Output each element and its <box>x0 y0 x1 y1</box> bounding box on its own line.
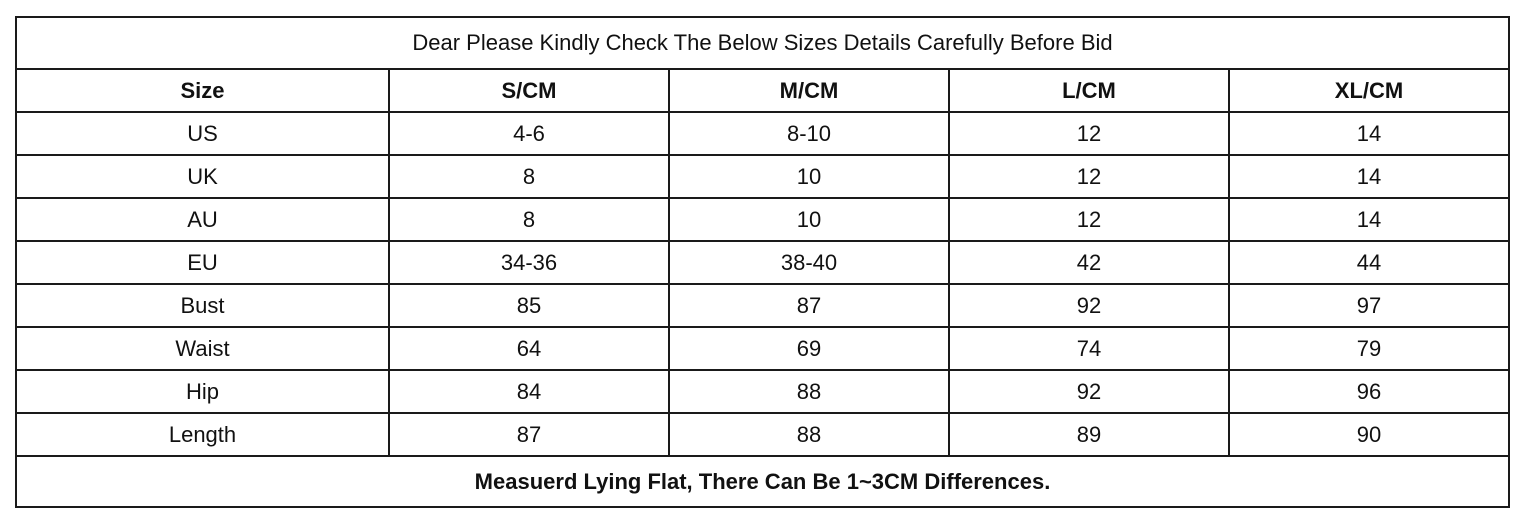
table-cell: 85 <box>388 283 670 328</box>
table-cell: 89 <box>948 412 1230 457</box>
row-label: EU <box>15 240 390 285</box>
table-cell: 38-40 <box>668 240 950 285</box>
table-cell: 87 <box>388 412 670 457</box>
table-row: US 4-6 8-10 12 14 <box>15 111 1510 156</box>
table-cell: 97 <box>1228 283 1510 328</box>
table-row: Bust 85 87 92 97 <box>15 283 1510 328</box>
footer-row: Measuerd Lying Flat, There Can Be 1~3CM … <box>15 455 1510 508</box>
table-row: Waist 64 69 74 79 <box>15 326 1510 371</box>
table-cell: 4-6 <box>388 111 670 156</box>
row-label: AU <box>15 197 390 242</box>
row-label: Length <box>15 412 390 457</box>
row-label: Bust <box>15 283 390 328</box>
table-cell: 92 <box>948 369 1230 414</box>
table-cell: 79 <box>1228 326 1510 371</box>
table-cell: 42 <box>948 240 1230 285</box>
table-cell: 34-36 <box>388 240 670 285</box>
table-cell: 88 <box>668 369 950 414</box>
size-chart-footer-note: Measuerd Lying Flat, There Can Be 1~3CM … <box>15 455 1510 508</box>
table-row: UK 8 10 12 14 <box>15 154 1510 199</box>
table-cell: 96 <box>1228 369 1510 414</box>
table-cell: 14 <box>1228 111 1510 156</box>
table-cell: 14 <box>1228 197 1510 242</box>
table-cell: 88 <box>668 412 950 457</box>
table-cell: 87 <box>668 283 950 328</box>
table-cell: 12 <box>948 197 1230 242</box>
table-cell: 8 <box>388 197 670 242</box>
table-cell: 69 <box>668 326 950 371</box>
table-row: EU 34-36 38-40 42 44 <box>15 240 1510 285</box>
table-cell: 8 <box>388 154 670 199</box>
row-label: UK <box>15 154 390 199</box>
size-chart-title: Dear Please Kindly Check The Below Sizes… <box>15 16 1510 70</box>
table-row: Length 87 88 89 90 <box>15 412 1510 457</box>
header-row: Size S/CM M/CM L/CM XL/CM <box>15 68 1510 113</box>
header-m-cm: M/CM <box>668 68 950 113</box>
table-cell: 74 <box>948 326 1230 371</box>
table-cell: 90 <box>1228 412 1510 457</box>
table-row: Hip 84 88 92 96 <box>15 369 1510 414</box>
title-row: Dear Please Kindly Check The Below Sizes… <box>15 16 1510 70</box>
table-cell: 92 <box>948 283 1230 328</box>
header-s-cm: S/CM <box>388 68 670 113</box>
size-chart-body: Dear Please Kindly Check The Below Sizes… <box>15 16 1510 508</box>
size-chart-table: Dear Please Kindly Check The Below Sizes… <box>15 16 1510 508</box>
table-cell: 8-10 <box>668 111 950 156</box>
table-cell: 64 <box>388 326 670 371</box>
table-row: AU 8 10 12 14 <box>15 197 1510 242</box>
table-cell: 44 <box>1228 240 1510 285</box>
table-cell: 14 <box>1228 154 1510 199</box>
row-label: Waist <box>15 326 390 371</box>
table-cell: 84 <box>388 369 670 414</box>
row-label: US <box>15 111 390 156</box>
table-cell: 12 <box>948 154 1230 199</box>
header-l-cm: L/CM <box>948 68 1230 113</box>
header-size: Size <box>15 68 390 113</box>
header-xl-cm: XL/CM <box>1228 68 1510 113</box>
table-cell: 10 <box>668 197 950 242</box>
table-cell: 12 <box>948 111 1230 156</box>
table-cell: 10 <box>668 154 950 199</box>
row-label: Hip <box>15 369 390 414</box>
